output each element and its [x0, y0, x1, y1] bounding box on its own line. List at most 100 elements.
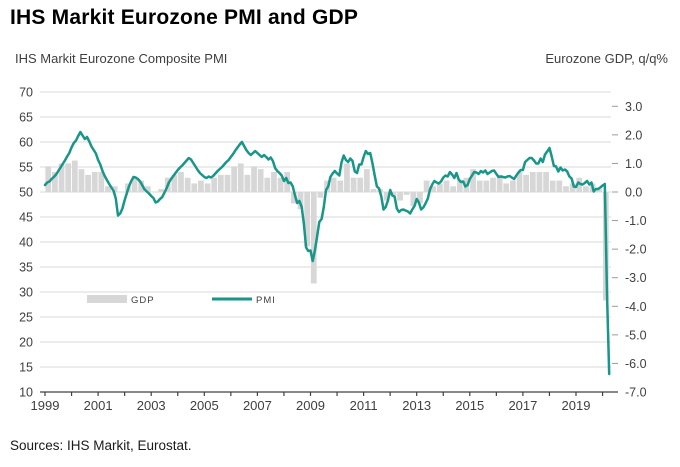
left-axis-tick-label: 55	[19, 161, 33, 175]
x-axis-year-label: 2017	[508, 398, 537, 413]
gdp-bar	[171, 174, 178, 192]
gdp-bar	[549, 180, 556, 192]
gdp-bar	[91, 172, 98, 192]
gdp-bar	[510, 180, 516, 192]
gdp-bar	[390, 192, 397, 195]
left-axis-tick-label: 20	[19, 336, 33, 350]
left-axis-tick-label: 10	[19, 386, 33, 400]
gdp-bar	[78, 169, 85, 192]
right-axis-tick-label: 3.0	[625, 100, 642, 114]
gdp-bar	[529, 172, 536, 192]
gdp-bar	[456, 180, 463, 192]
gdp-bar	[437, 183, 443, 192]
gdp-bar	[224, 174, 231, 192]
gdp-bar	[217, 174, 224, 192]
x-axis-year-label: 2013	[402, 398, 431, 413]
left-axis-tick-label: 45	[19, 211, 33, 225]
x-axis-year-label: 2005	[190, 398, 219, 413]
gdp-bar	[423, 180, 430, 192]
gdp-bar	[383, 192, 390, 201]
right-axis-tick-label: -2.0	[625, 243, 647, 257]
gdp-bar	[237, 163, 244, 192]
x-axis-year-label: 2009	[296, 398, 325, 413]
left-axis-tick-label: 65	[19, 111, 33, 125]
left-axis-tick-label: 35	[19, 261, 33, 275]
gdp-bar	[496, 174, 503, 192]
legend-gdp-label: GDP	[131, 295, 155, 306]
gdp-bar	[178, 172, 184, 192]
gdp-bar	[271, 172, 277, 192]
gdp-bar	[330, 177, 337, 192]
right-axis-tick-label: -4.0	[625, 300, 647, 314]
gdp-bar	[304, 192, 310, 247]
gdp-bar	[52, 172, 58, 192]
gdp-bar	[131, 177, 138, 192]
gdp-bar	[410, 192, 417, 207]
gdp-bar	[184, 177, 191, 192]
x-axis-year-label: 2003	[137, 398, 166, 413]
left-axis-tick-label: 50	[19, 186, 33, 200]
gdp-bar	[450, 186, 457, 192]
x-axis-year-label: 2019	[562, 398, 591, 413]
gdp-bar	[523, 174, 530, 192]
gdp-bar	[344, 163, 350, 192]
right-axis-tick-label: 1.0	[625, 157, 642, 171]
left-axis-tick-label: 70	[19, 86, 33, 100]
gdp-bar	[231, 166, 237, 192]
right-axis-tick-label: -6.0	[625, 357, 647, 371]
gdp-bar	[244, 174, 251, 192]
gdp-bar	[71, 160, 78, 192]
x-axis-year-label: 2011	[350, 398, 378, 413]
gdp-bar	[543, 172, 549, 192]
gdp-bar	[45, 166, 52, 192]
gdp-bar	[583, 186, 589, 192]
legend-gdp-swatch	[87, 295, 127, 303]
gdp-bar	[198, 180, 204, 192]
gdp-bar	[563, 186, 569, 192]
left-axis-tick-label: 60	[19, 136, 33, 150]
left-axis-tick-label: 30	[19, 286, 33, 300]
gdp-bar	[470, 169, 476, 192]
gdp-bar	[503, 183, 510, 192]
gdp-bar	[556, 180, 563, 192]
pmi-line	[43, 130, 611, 376]
right-axis-title: Eurozone GDP, q/q%	[545, 51, 668, 66]
gdp-bar	[58, 163, 65, 192]
gdp-bar	[483, 180, 490, 192]
gdp-bar	[257, 169, 264, 192]
gdp-bar	[430, 186, 437, 192]
gdp-bar	[251, 166, 257, 192]
gdp-bar	[290, 192, 297, 204]
right-axis-tick-label: -7.0	[625, 386, 647, 400]
gdp-bar	[211, 177, 218, 192]
right-axis-tick-label: 2.0	[625, 128, 642, 142]
left-axis-tick-label: 40	[19, 236, 33, 250]
gdp-bar	[569, 183, 576, 192]
right-axis-tick-label: -3.0	[625, 271, 647, 285]
left-axis-tick-label: 15	[19, 361, 33, 375]
x-axis-year-label: 2001	[84, 398, 113, 413]
gdp-bar	[191, 183, 198, 192]
gdp-bar	[350, 177, 357, 192]
gdp-bar	[576, 177, 583, 192]
gdp-bar	[403, 192, 410, 195]
gdp-bar	[397, 192, 403, 201]
gdp-bar	[370, 189, 377, 192]
gdp-bar	[476, 180, 483, 192]
gdp-bar	[357, 177, 364, 192]
gdp-bar	[310, 192, 317, 284]
gdp-bar	[264, 177, 271, 192]
x-axis-year-label: 1999	[31, 398, 60, 413]
gdp-bar	[105, 186, 111, 192]
gdp-bar	[144, 186, 151, 192]
gdp-bar	[443, 180, 450, 192]
right-axis-tick-label: -1.0	[625, 214, 647, 228]
x-axis-year-label: 2007	[243, 398, 272, 413]
source-note: Sources: IHS Markit, Eurostat.	[10, 438, 192, 453]
gdp-bar	[98, 172, 105, 192]
gdp-bar	[317, 192, 324, 198]
chart-title: IHS Markit Eurozone PMI and GDP	[10, 6, 359, 29]
gdp-bar	[204, 183, 211, 192]
